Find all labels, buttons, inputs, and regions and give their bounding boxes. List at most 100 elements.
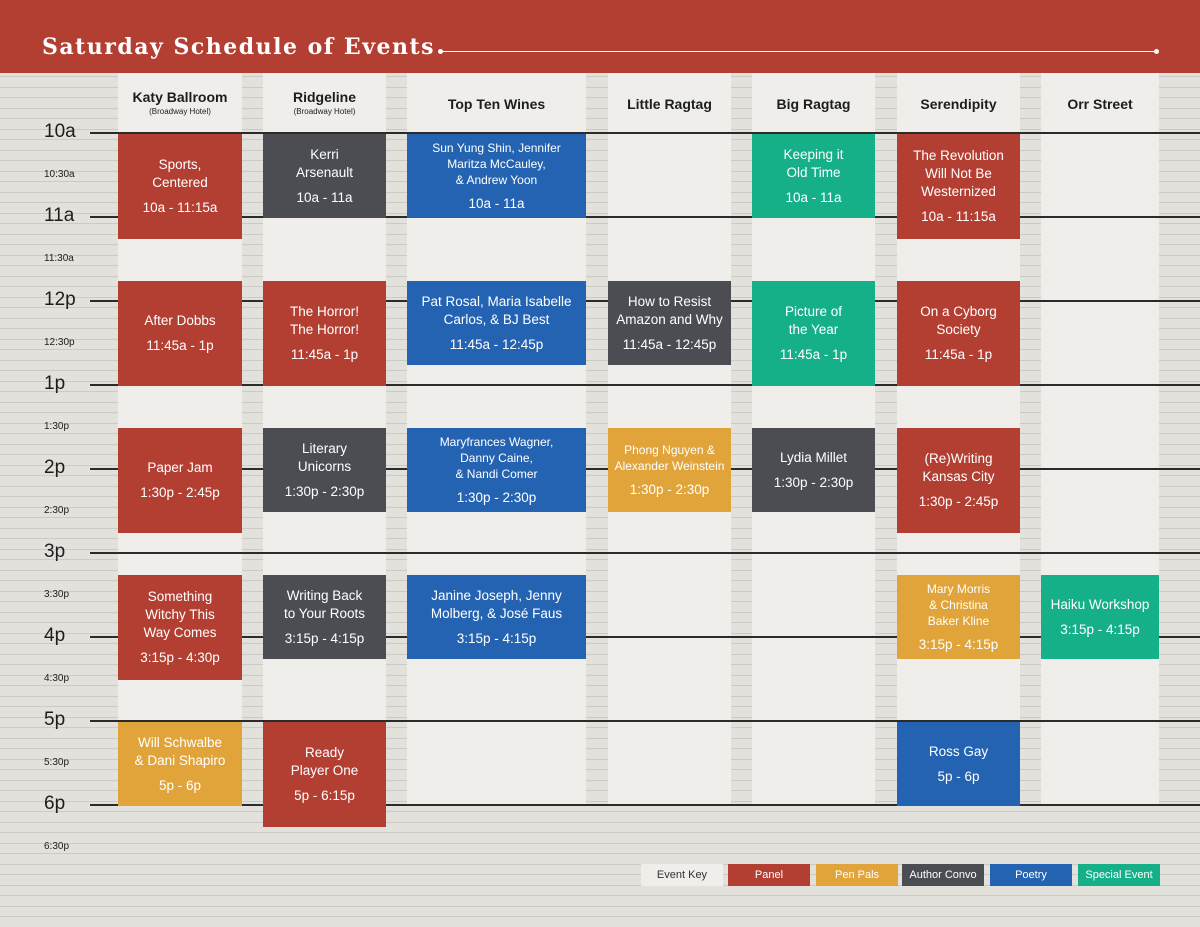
event-title: Something Witchy This Way Comes: [143, 588, 216, 642]
minor-grid-line: [0, 213, 1200, 214]
event-title-line: Mary Morris: [926, 581, 991, 596]
event-title-line: The Horror!: [289, 322, 360, 337]
minor-grid-line: [0, 895, 1200, 896]
minor-grid-line: [0, 507, 1200, 508]
event-block[interactable]: On a Cyborg Society 11:45a - 1p: [897, 281, 1020, 386]
event-title: Lydia Millet: [780, 449, 847, 467]
minor-grid-line: [0, 486, 1200, 487]
event-block[interactable]: Ross Gay 5p - 6p: [897, 722, 1020, 806]
minor-grid-line: [0, 906, 1200, 907]
event-block[interactable]: Keeping it Old Time 10a - 11a: [752, 134, 875, 218]
event-block[interactable]: Maryfrances Wagner, Danny Caine, & Nandi C…: [407, 428, 586, 512]
minor-grid-line: [0, 318, 1200, 319]
event-title-line: On a Cyborg: [920, 304, 997, 319]
key-item-poetry: Poetry: [990, 864, 1072, 886]
event-title-line: Kansas City: [922, 469, 995, 484]
event-title-line: & Dani Shapiro: [134, 752, 226, 768]
event-block[interactable]: Ready Player One 5p - 6:15p: [263, 722, 386, 827]
event-block[interactable]: Mary Morris & Christina Baker Kline 3:15p -…: [897, 575, 1020, 659]
event-block[interactable]: Writing Back to Your Roots 3:15p - 4:15p: [263, 575, 386, 659]
event-block[interactable]: (Re)Writing Kansas City 1:30p - 2:45p: [897, 428, 1020, 533]
event-time: 11:45a - 12:45p: [449, 336, 544, 352]
event-block[interactable]: Something Witchy This Way Comes 3:15p - 4:3…: [118, 575, 242, 680]
minor-grid-line: [0, 150, 1200, 151]
event-block[interactable]: Literary Unicorns 1:30p - 2:30p: [263, 428, 386, 512]
event-title-line: Baker Kline: [927, 613, 990, 628]
event-title-line: Lydia Millet: [779, 449, 848, 465]
event-title: Sun Yung Shin, Jennifer Maritza McCauley,…: [432, 140, 561, 188]
event-time: 11:45a - 1p: [779, 347, 848, 362]
minor-grid-line: [0, 465, 1200, 466]
event-time: 10a - 11:15a: [142, 200, 218, 215]
minor-grid-line: [0, 570, 1200, 571]
minor-grid-line: [0, 738, 1200, 739]
event-title: Picture of the Year: [785, 303, 842, 339]
event-title-line: to Your Roots: [283, 605, 366, 621]
minor-grid-line: [0, 675, 1200, 676]
event-title-line: Something: [147, 589, 213, 604]
hour-line: [90, 552, 1200, 554]
event-time: 1:30p - 2:30p: [629, 481, 710, 497]
event-title-line: Sports,: [158, 157, 202, 172]
page-title: Saturday Schedule of Events: [42, 34, 436, 60]
event-time: 1:30p - 2:45p: [140, 485, 220, 500]
minor-grid-line: [0, 118, 1200, 119]
event-block[interactable]: Haiku Workshop 3:15p - 4:15p: [1041, 575, 1159, 659]
minor-grid-line: [0, 139, 1200, 140]
time-label: 10a: [44, 121, 76, 142]
event-block[interactable]: After Dobbs 11:45a - 1p: [118, 281, 242, 386]
event-title-line: Witchy This: [145, 607, 215, 622]
venue-header: Little Ragtag: [608, 95, 731, 113]
time-label: 2:30p: [44, 505, 70, 516]
event-title: The Revolution Will Not Be Westernized: [913, 147, 1004, 201]
event-time: 10a - 11a: [296, 189, 353, 205]
minor-grid-line: [0, 832, 1200, 833]
minor-grid-line: [0, 265, 1200, 266]
venue-header: Orr Street: [1041, 95, 1159, 113]
event-block[interactable]: The Revolution Will Not Be Westernized 10a …: [897, 134, 1020, 239]
event-block[interactable]: Sports, Centered 10a - 11:15a: [118, 134, 242, 239]
event-block[interactable]: Pat Rosal, Maria Isabelle Carlos, & BJ Be…: [407, 281, 586, 365]
minor-grid-line: [0, 97, 1200, 98]
event-title: Haiku Workshop: [1051, 596, 1150, 614]
event-title-line: Janine Joseph, Jenny: [431, 587, 562, 603]
event-time: 1:30p - 2:30p: [284, 483, 365, 499]
event-title: Paper Jam: [147, 459, 212, 477]
event-title-line: Alexander Weinstein: [614, 458, 725, 473]
minor-grid-line: [0, 412, 1200, 413]
event-block[interactable]: The Horror! The Horror! 11:45a - 1p: [263, 281, 386, 386]
minor-grid-line: [0, 664, 1200, 665]
event-title-line: Haiku Workshop: [1050, 596, 1150, 612]
event-time: 10a - 11a: [785, 189, 842, 205]
event-block[interactable]: Paper Jam 1:30p - 2:45p: [118, 428, 242, 533]
header-rule: [438, 49, 1159, 54]
venue-header: Serendipity: [897, 95, 1020, 113]
minor-grid-line: [0, 885, 1200, 886]
event-block[interactable]: Will Schwalbe & Dani Shapiro 5p - 6p: [118, 722, 242, 806]
minor-grid-line: [0, 916, 1200, 917]
event-time: 11:45a - 1p: [290, 347, 359, 362]
event-block[interactable]: Sun Yung Shin, Jennifer Maritza McCauley,…: [407, 134, 586, 218]
event-title-line: Centered: [152, 175, 208, 190]
minor-grid-line: [0, 76, 1200, 77]
minor-grid-line: [0, 811, 1200, 812]
minor-grid-line: [0, 643, 1200, 644]
key-item-penpals: Pen Pals: [816, 864, 898, 886]
event-block[interactable]: Picture of the Year 11:45a - 1p: [752, 281, 875, 386]
event-block[interactable]: Kerri Arsenault 10a - 11a: [263, 134, 386, 218]
event-title: Writing Back to Your Roots: [284, 587, 365, 623]
minor-grid-line: [0, 517, 1200, 518]
event-block[interactable]: Phong Nguyen & Alexander Weinstein 1:30p -…: [608, 428, 731, 512]
minor-grid-line: [0, 108, 1200, 109]
minor-grid-line: [0, 559, 1200, 560]
minor-grid-line: [0, 685, 1200, 686]
event-block[interactable]: Lydia Millet 1:30p - 2:30p: [752, 428, 875, 512]
event-title: Keeping it Old Time: [783, 146, 843, 182]
venue-name: Big Ragtag: [776, 96, 851, 112]
venue-subtitle: (Broadway Hotel): [293, 107, 356, 116]
minor-grid-line: [0, 391, 1200, 392]
event-block[interactable]: Janine Joseph, Jenny Molberg, & José Faus…: [407, 575, 586, 659]
event-title: Ready Player One: [291, 744, 359, 780]
event-block[interactable]: How to Resist Amazon and Why 11:45a - 12:4…: [608, 281, 731, 365]
minor-grid-line: [0, 370, 1200, 371]
